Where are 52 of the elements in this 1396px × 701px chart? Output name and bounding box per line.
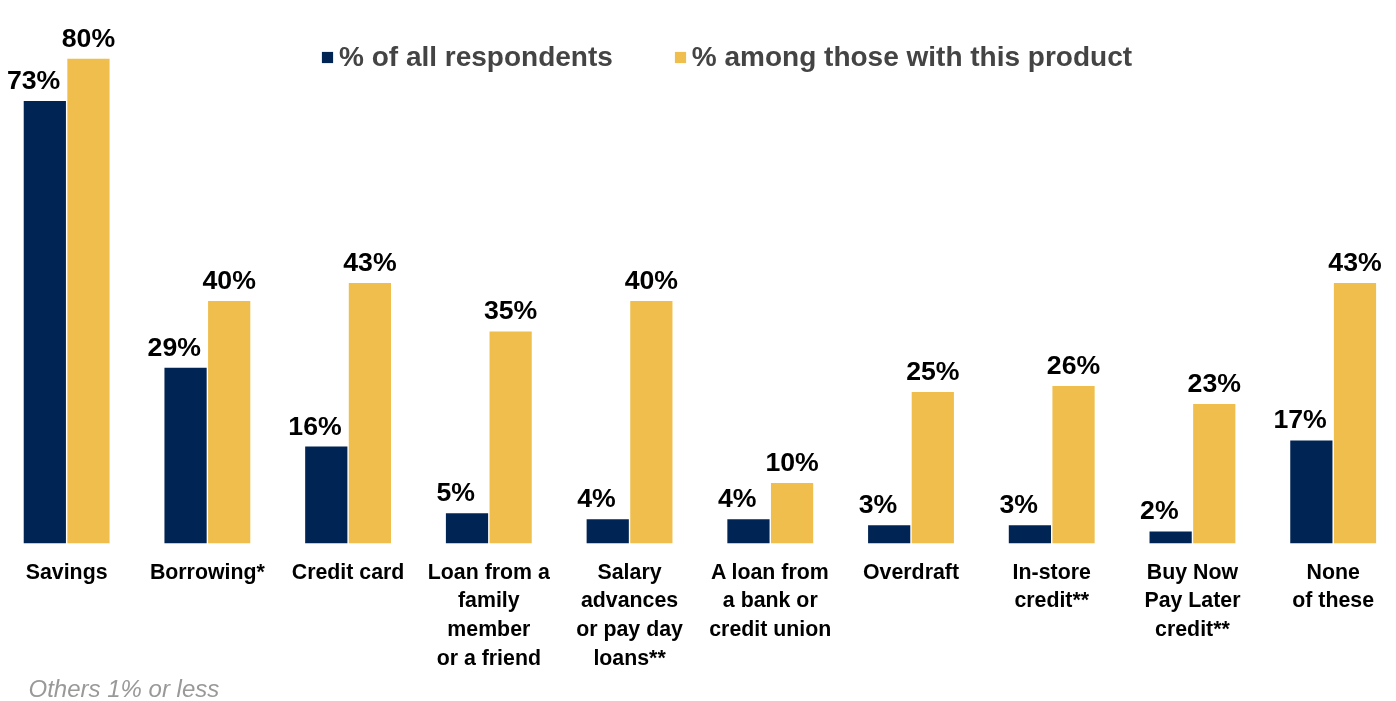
- x-tick-label: Credit card: [291, 559, 405, 584]
- bar: [164, 367, 207, 544]
- data-label: 17%: [1273, 404, 1327, 435]
- data-label: 40%: [202, 265, 256, 296]
- data-label: 16%: [288, 410, 342, 441]
- data-label: 35%: [483, 295, 538, 326]
- data-label: 4%: [717, 483, 757, 514]
- data-label: 3%: [999, 489, 1038, 520]
- bar: [23, 101, 66, 544]
- bar: [489, 331, 532, 544]
- bar: [630, 301, 673, 544]
- bar: [1149, 531, 1192, 544]
- bar: [911, 391, 954, 544]
- x-tick-label: Overdraft: [862, 559, 960, 584]
- bar: [770, 482, 814, 544]
- data-label: 43%: [343, 246, 397, 277]
- data-label: 40%: [624, 265, 679, 296]
- data-label: 23%: [1187, 368, 1241, 399]
- data-label: 2%: [1140, 495, 1179, 526]
- data-label: 73%: [6, 65, 61, 96]
- data-label: 80%: [61, 22, 116, 53]
- bar: [1052, 385, 1095, 544]
- text: Others 1% or less: [28, 674, 220, 701]
- legend-label: % among those with this product: [691, 41, 1133, 73]
- bar: [208, 301, 251, 544]
- data-label: 29%: [147, 331, 201, 362]
- x-tick-label: In-store credit**: [1012, 559, 1091, 613]
- bar: [445, 513, 489, 544]
- bar: [348, 282, 392, 544]
- bar: [1008, 525, 1052, 544]
- x-tick-label: Salary advances or pay day loans**: [576, 559, 684, 670]
- bar: [868, 525, 911, 544]
- bar: [1333, 282, 1377, 544]
- x-tick-label: None of these: [1292, 559, 1375, 613]
- bar: [1193, 404, 1236, 544]
- data-label: 3%: [858, 489, 898, 520]
- x-tick-label: Borrowing*: [149, 559, 266, 584]
- x-tick-label: Buy Now Pay Later credit**: [1144, 559, 1241, 642]
- data-label: 26%: [1046, 349, 1101, 380]
- bar: [586, 519, 629, 544]
- x-tick-label: A loan from a bank or credit union: [709, 559, 832, 642]
- data-label: 5%: [436, 477, 476, 508]
- data-label: 4%: [577, 483, 616, 514]
- x-tick-label: Savings: [25, 559, 108, 584]
- bar: [727, 519, 770, 544]
- bar: [67, 58, 110, 544]
- bar: [305, 446, 348, 544]
- x-tick-label: Loan from a family member or a friend: [427, 559, 550, 670]
- data-label: 25%: [906, 355, 960, 386]
- legend-label: % of all respondents: [339, 41, 613, 73]
- data-label: 43%: [1328, 246, 1382, 277]
- data-label: 10%: [765, 446, 819, 477]
